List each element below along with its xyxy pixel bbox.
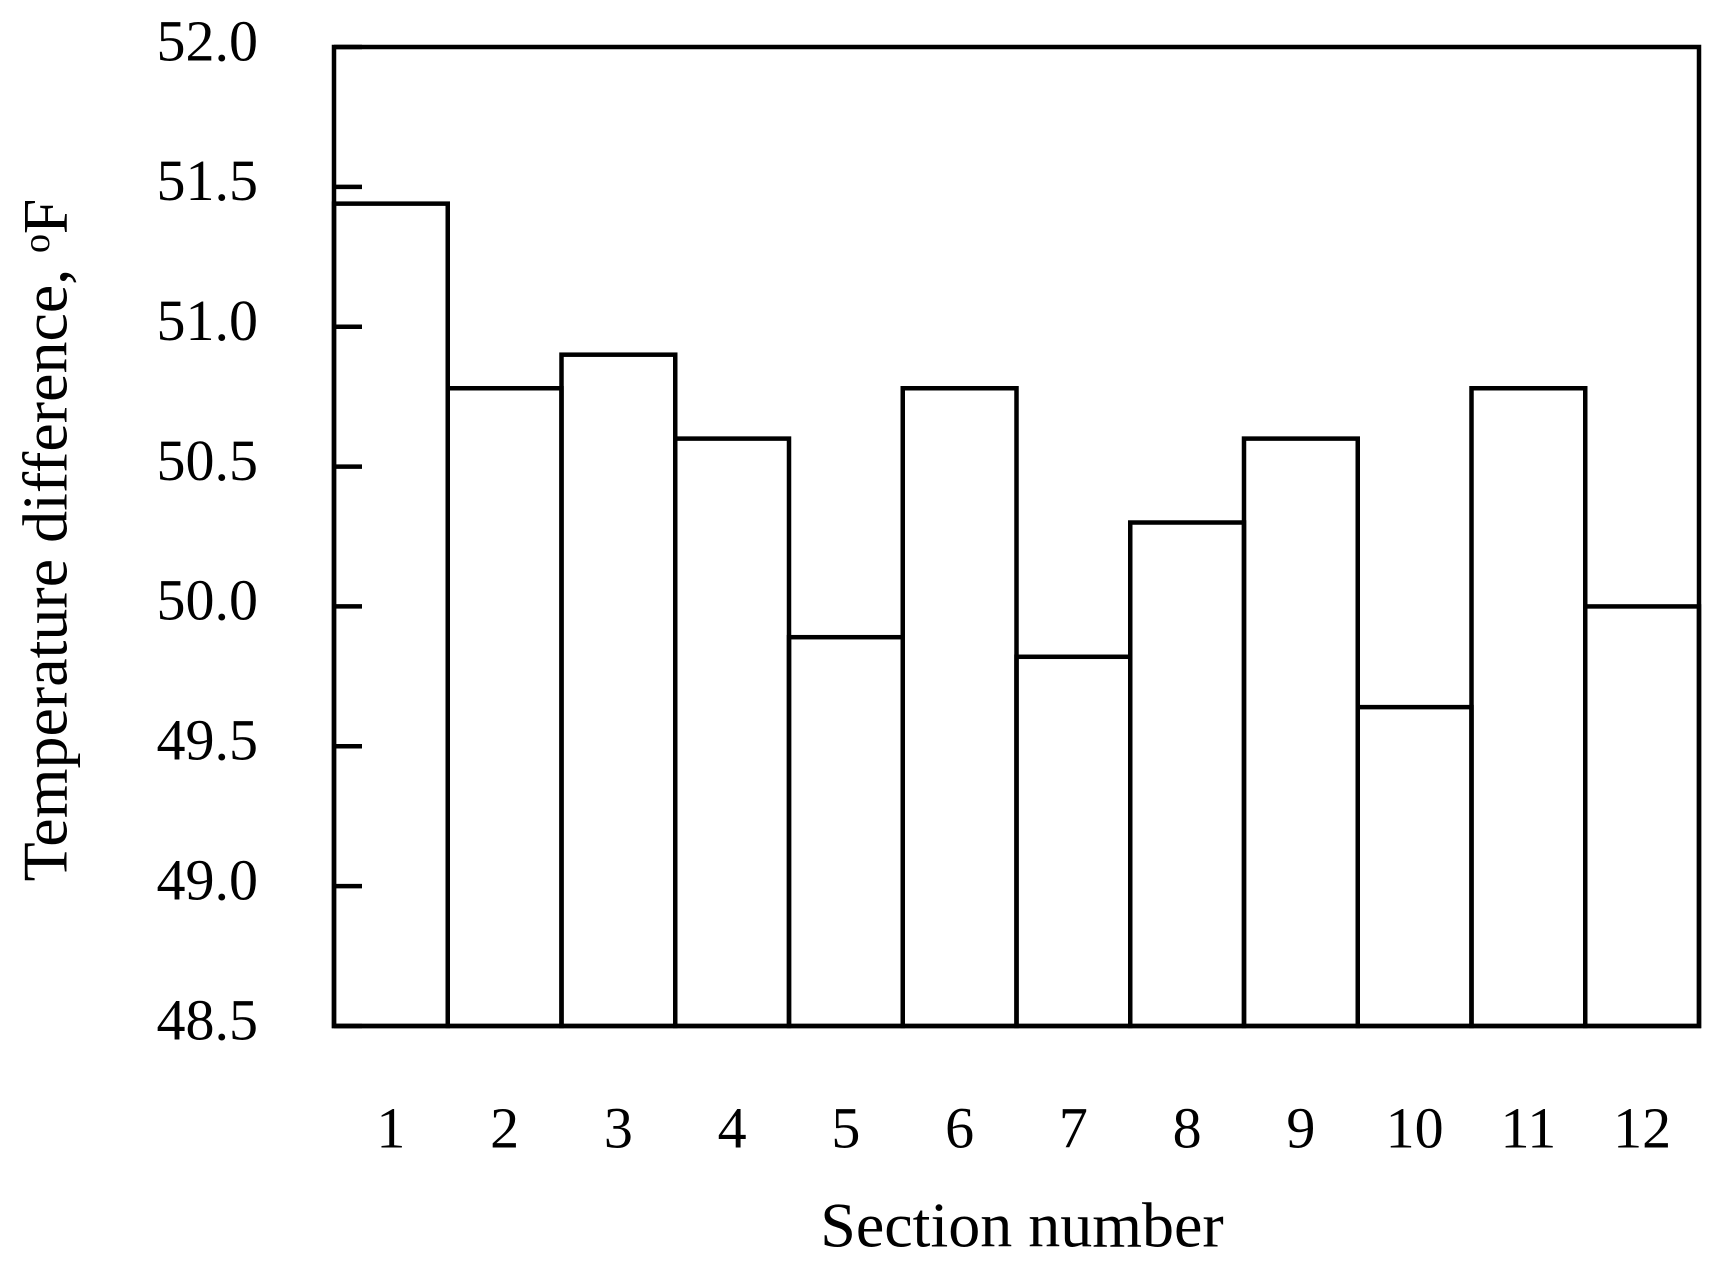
y-tick-label: 49.5 <box>157 708 259 773</box>
x-tick-label: 12 <box>1613 1095 1671 1160</box>
x-axis-label: Section number <box>820 1190 1223 1261</box>
y-tick-label: 50.5 <box>157 428 259 493</box>
x-tick-label: 5 <box>831 1095 860 1160</box>
y-tick-label: 52.0 <box>157 8 259 73</box>
x-tick-label: 9 <box>1286 1095 1315 1160</box>
x-tick-label: 7 <box>1059 1095 1088 1160</box>
y-tick-label: 50.0 <box>157 568 259 633</box>
bar <box>786 634 905 1029</box>
plot-frame <box>331 44 1702 1029</box>
bar <box>673 436 792 1029</box>
bar <box>1014 654 1133 1029</box>
y-tick-label: 51.0 <box>157 288 259 353</box>
bar <box>900 386 1019 1029</box>
y-tick-label: 49.0 <box>157 847 259 912</box>
y-axis-label: Temperature difference, ᵒF <box>10 199 81 882</box>
x-tick-label: 2 <box>490 1095 519 1160</box>
x-tick-label: 10 <box>1386 1095 1444 1160</box>
y-tick-label: 48.5 <box>157 987 259 1052</box>
x-tick-label: 6 <box>945 1095 974 1160</box>
bar <box>445 386 564 1029</box>
bar <box>1583 604 1702 1029</box>
x-tick-label: 3 <box>604 1095 633 1160</box>
x-tick-label: 1 <box>376 1095 405 1160</box>
bar <box>1241 436 1360 1029</box>
bar <box>1128 520 1247 1029</box>
bar <box>1355 704 1474 1029</box>
y-tick-label: 51.5 <box>157 148 259 213</box>
bar <box>1469 386 1588 1029</box>
x-tick-label: 4 <box>718 1095 747 1160</box>
x-tick-label: 8 <box>1173 1095 1202 1160</box>
bar <box>559 352 678 1029</box>
x-tick-label: 11 <box>1500 1095 1556 1160</box>
